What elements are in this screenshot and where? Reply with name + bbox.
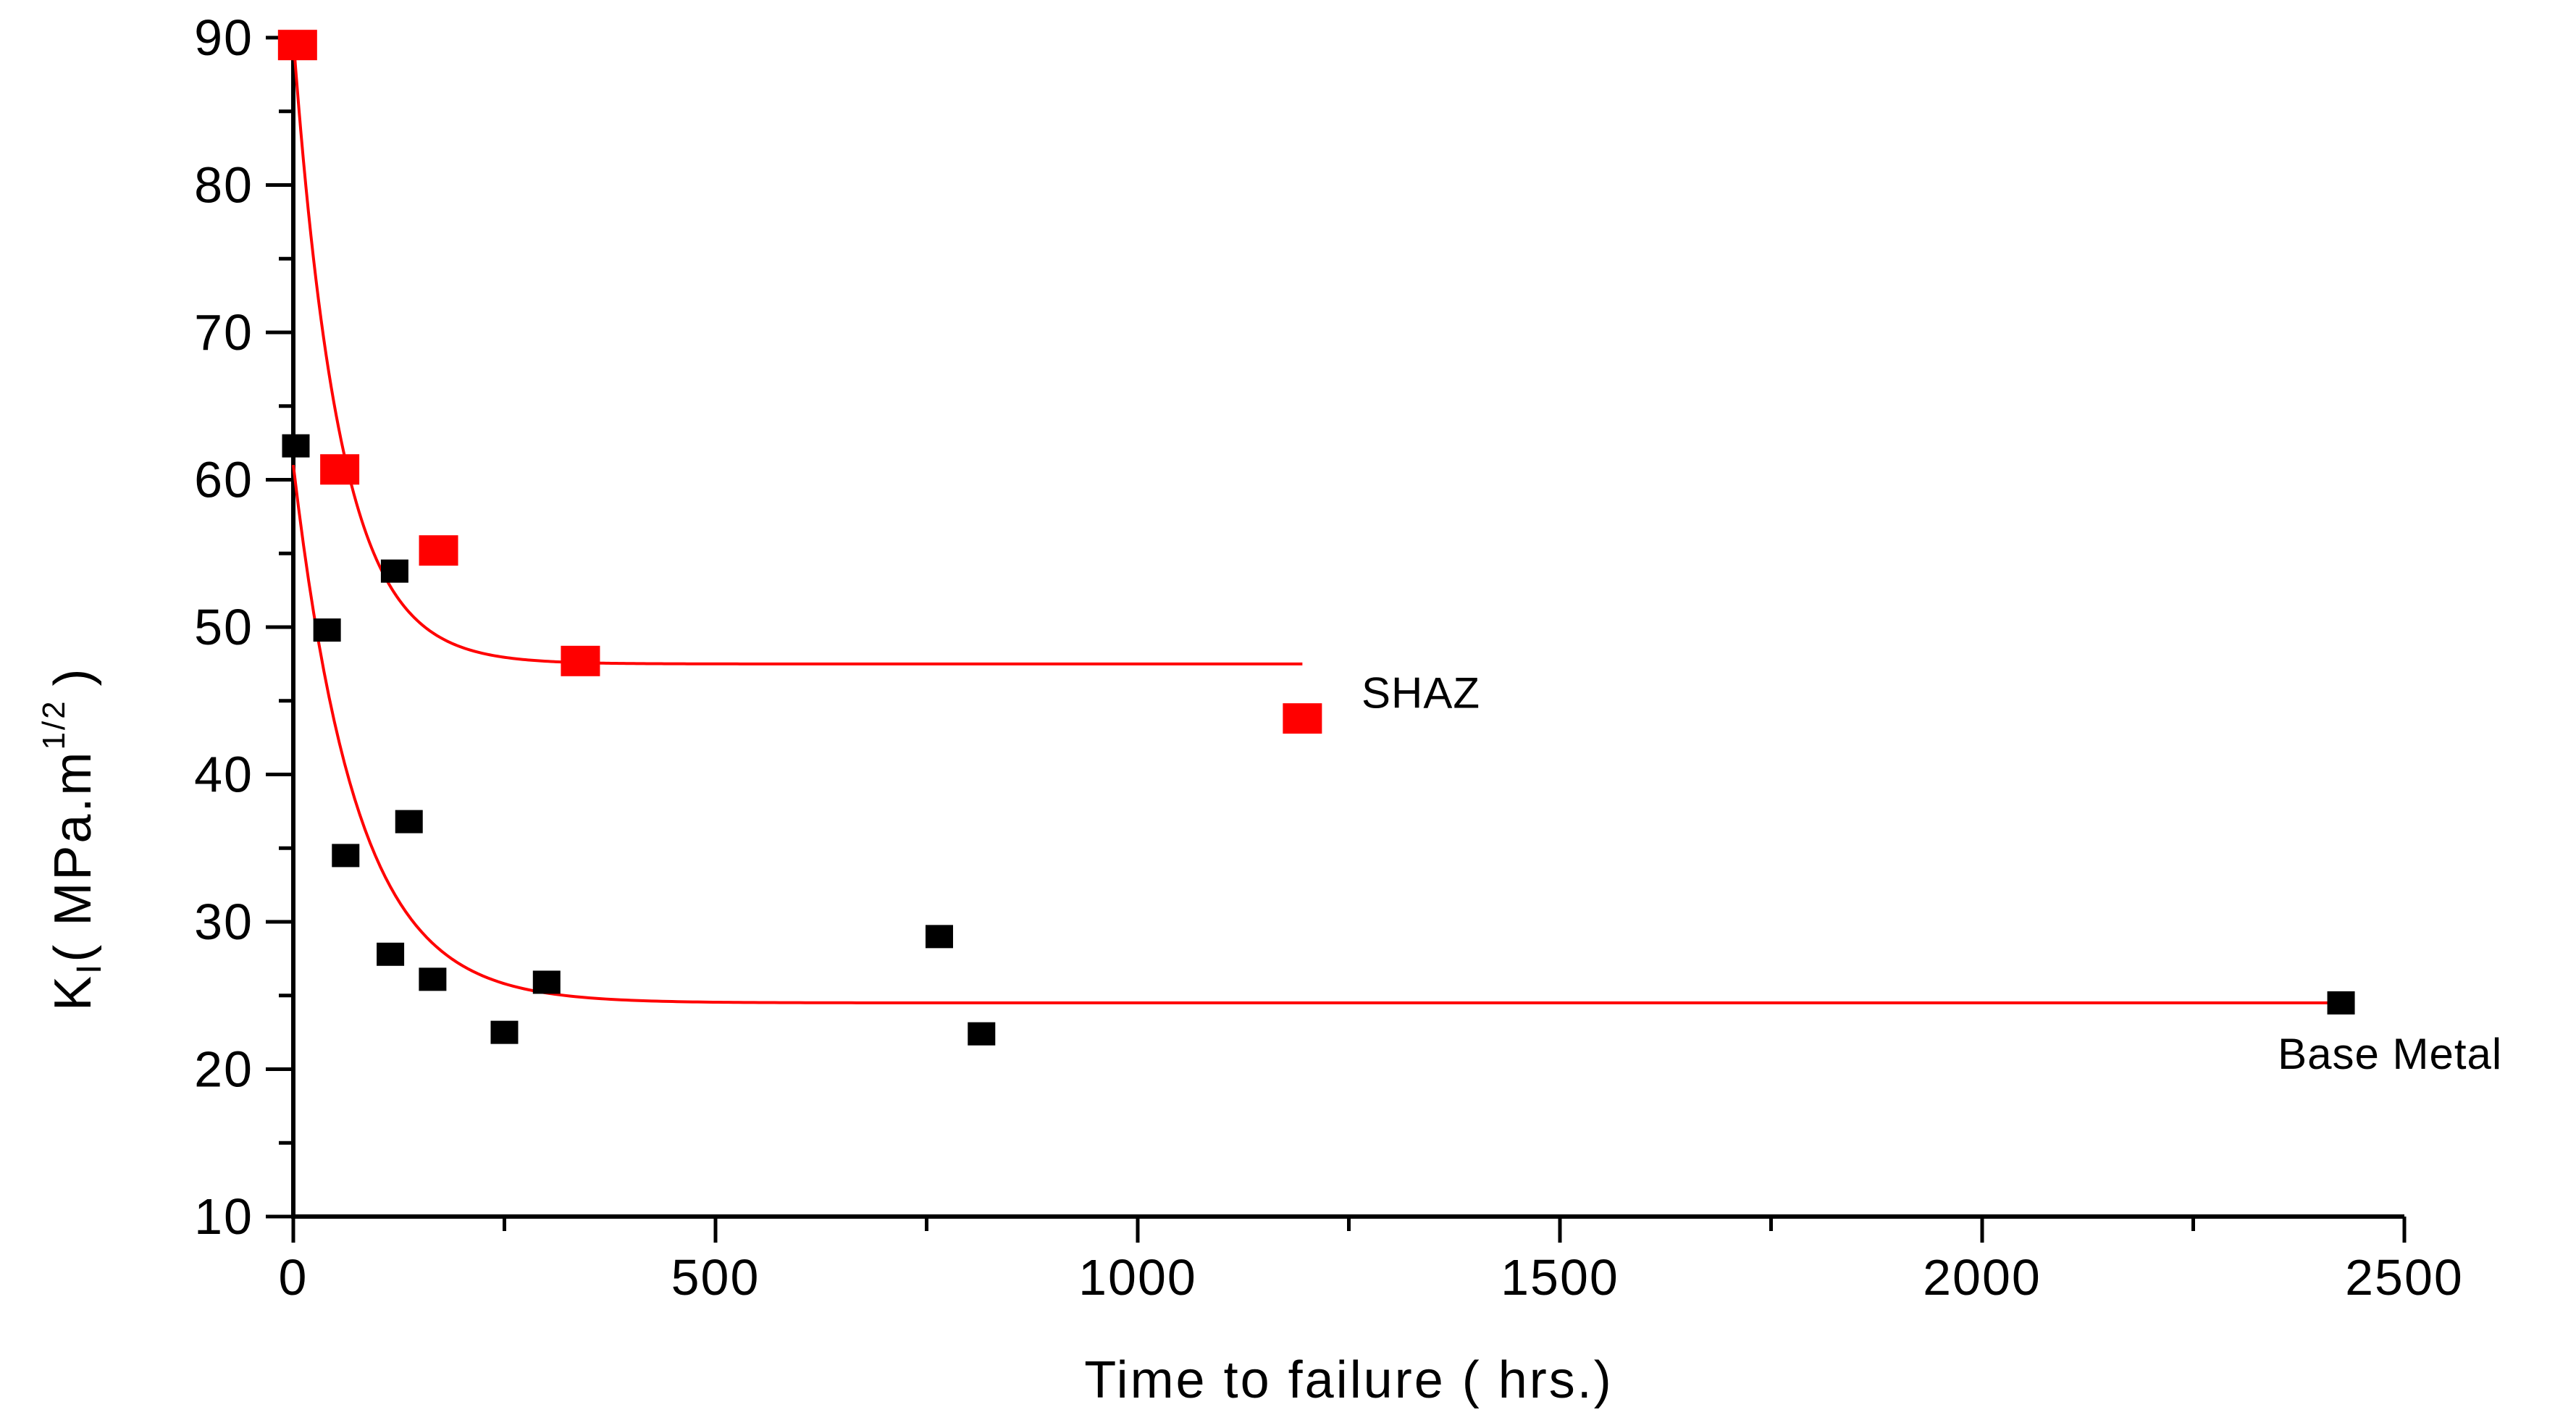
- x-tick-label: 2500: [2345, 1249, 2464, 1306]
- y-axis-title-sup: 1/2: [36, 699, 72, 749]
- x-tick-label: 2000: [1923, 1249, 2042, 1306]
- data-point: [1283, 703, 1322, 734]
- data-point: [968, 1022, 996, 1046]
- axes: 10 20 30 40 50 60 70 80 90 0 500 1000 1500 2000 2500: [194, 9, 2464, 1306]
- data-point: [532, 970, 561, 994]
- y-axis-title-close: ): [44, 666, 102, 686]
- y-tick-label: 90: [194, 9, 253, 66]
- y-axis-title-open: ( MPa.m: [44, 750, 102, 962]
- series-label: SHAZ: [1362, 669, 1480, 718]
- y-tick-label: 50: [194, 599, 253, 655]
- fit-curve: [292, 37, 1303, 665]
- y-tick-label: 60: [194, 452, 253, 508]
- fit-curves: [292, 37, 2341, 1004]
- fit-curve: [292, 464, 2341, 1004]
- labels: Time to failure ( hrs.) KI( MPa.m1/2) SH…: [36, 666, 2502, 1409]
- data-point: [380, 559, 408, 583]
- y-tick-label: 30: [194, 894, 253, 950]
- y-tick-label: 70: [194, 304, 253, 361]
- data-point: [2327, 991, 2355, 1015]
- x-tick-label: 500: [671, 1249, 760, 1306]
- y-tick-label: 10: [194, 1188, 253, 1245]
- data-point: [332, 844, 360, 868]
- y-tick-label: 20: [194, 1041, 253, 1098]
- x-tick-label: 1000: [1078, 1249, 1197, 1306]
- x-tick-label: 1500: [1501, 1249, 1619, 1306]
- data-point: [419, 967, 447, 991]
- data-points: [277, 30, 2355, 1046]
- x-axis-title: Time to failure ( hrs.): [1084, 1351, 1613, 1409]
- y-axis-title-sub: I: [70, 962, 109, 974]
- data-point: [419, 535, 458, 566]
- y-tick-label: 80: [194, 157, 253, 214]
- data-point: [561, 645, 600, 676]
- data-point: [313, 618, 341, 642]
- series-label: Base Metal: [2278, 1030, 2502, 1078]
- y-tick-label: 40: [194, 747, 253, 803]
- data-point: [490, 1020, 519, 1044]
- data-point: [377, 942, 405, 966]
- data-point: [395, 810, 423, 833]
- data-point: [282, 434, 310, 458]
- y-axis-title: KI( MPa.m1/2): [36, 666, 109, 1011]
- data-point: [925, 925, 953, 949]
- data-point: [320, 454, 360, 485]
- data-point: [277, 30, 317, 61]
- y-axis-title-main: K: [44, 974, 102, 1011]
- x-tick-label: 0: [279, 1249, 309, 1306]
